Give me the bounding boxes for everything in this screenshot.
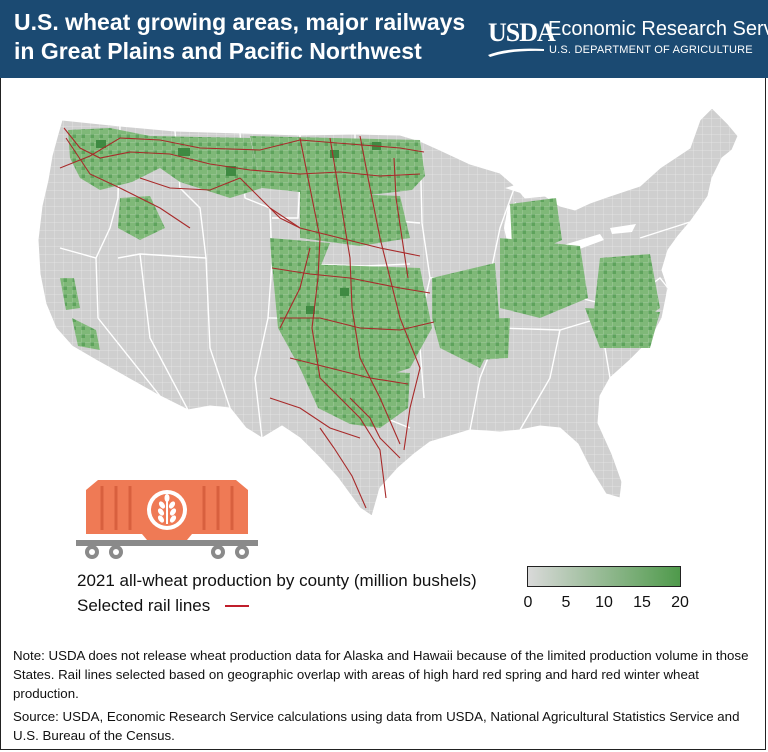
- us-map: [37, 107, 739, 517]
- production-color-scale: [527, 566, 681, 587]
- mississippi-delta-wheat: [470, 318, 510, 360]
- dakota-wheat: [300, 192, 410, 246]
- scale-tick: 10: [595, 594, 613, 611]
- production-legend-label: 2021 all-wheat production by county (mil…: [77, 571, 477, 590]
- scale-tick: 15: [633, 594, 651, 611]
- idaho-wheat: [118, 196, 165, 240]
- usda-swoosh-icon: [488, 48, 544, 57]
- footnote: Note: USDA does not release wheat produc…: [13, 648, 749, 701]
- agency-name: Economic Research Service: [548, 18, 768, 40]
- california-central-wheat: [72, 318, 100, 350]
- central-plains-wheat: [272, 263, 432, 378]
- california-wheat: [60, 278, 80, 310]
- wheat-icon: [147, 490, 187, 530]
- michigan-wheat: [510, 198, 562, 254]
- rail-legend-label: Selected rail lines: [77, 596, 211, 615]
- rail-legend-swatch: [225, 605, 249, 607]
- department-name: U.S. DEPARTMENT OF AGRICULTURE: [549, 44, 753, 56]
- header-banner: U.S. wheat growing areas, major railways…: [0, 0, 768, 78]
- scale-tick: 0: [523, 594, 533, 611]
- texas-oklahoma-wheat: [300, 368, 410, 428]
- nebraska-colorado-wheat: [270, 238, 330, 268]
- rail-lines: [59, 127, 435, 509]
- scale-tick: 20: [671, 594, 689, 611]
- carolina-wheat: [585, 308, 660, 348]
- page-title: U.S. wheat growing areas, major railways…: [14, 9, 466, 64]
- ohio-valley-wheat: [500, 238, 588, 318]
- hopper-railcar-icon: [76, 480, 258, 559]
- source-note: Source: USDA, Economic Research Service …: [13, 709, 740, 743]
- northern-plains-wheat: [250, 136, 425, 196]
- usda-logo: USDA: [488, 18, 556, 47]
- scale-tick: 5: [561, 594, 571, 611]
